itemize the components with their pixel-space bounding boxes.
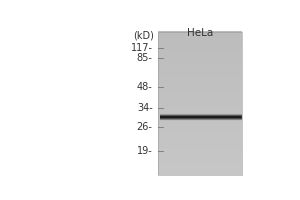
Text: (kD): (kD) — [133, 31, 154, 41]
Text: 85-: 85- — [137, 53, 153, 63]
Bar — [160, 116, 241, 118]
Text: 34-: 34- — [137, 103, 153, 113]
Text: 26-: 26- — [137, 122, 153, 132]
Text: 48-: 48- — [137, 82, 153, 92]
Text: 19-: 19- — [137, 146, 153, 156]
Text: 117-: 117- — [130, 43, 153, 53]
Text: HeLa: HeLa — [187, 28, 213, 38]
Bar — [158, 32, 242, 175]
